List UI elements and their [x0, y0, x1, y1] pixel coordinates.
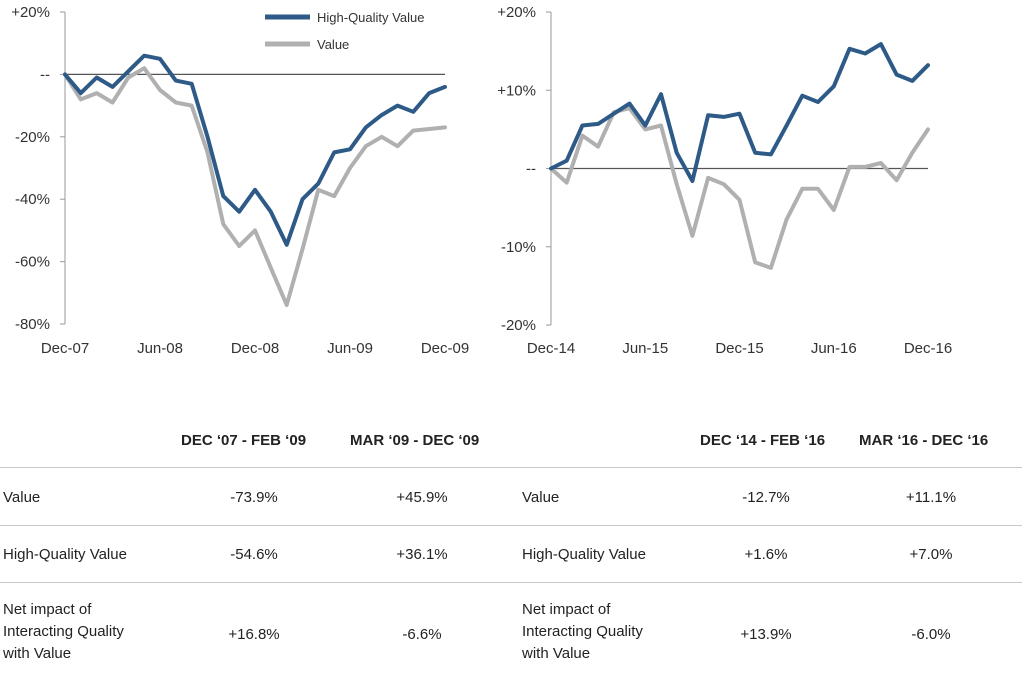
x-tick-label: Jun-15	[622, 340, 668, 357]
row-value: -6.0%	[911, 626, 951, 643]
y-tick-label: --	[40, 66, 50, 83]
row-label-line: Net impact of	[522, 601, 611, 618]
series-line-high-quality-value	[63, 53, 447, 247]
x-tick-label: Dec-14	[527, 340, 575, 357]
column-header-period-2: MAR ‘16 - DEC ‘16	[859, 432, 989, 449]
column-header-period-1: DEC ‘07 - FEB ‘09	[181, 432, 307, 449]
x-tick-label: Dec-07	[41, 340, 89, 357]
legend-label-high-quality-value: High-Quality Value	[317, 10, 424, 25]
row-value: -54.6%	[230, 546, 278, 563]
x-tick-label: Jun-08	[137, 340, 183, 357]
table-row: Value -12.7% +11.1%	[512, 467, 1022, 526]
column-header-period-1: DEC ‘14 - FEB ‘16	[700, 432, 826, 449]
y-tick-label: -20%	[501, 317, 536, 334]
column-header-period-2: MAR ‘09 - DEC ‘09	[350, 432, 480, 449]
row-label: Value	[3, 489, 41, 506]
y-tick-label: -10%	[501, 239, 536, 256]
x-tick-label: Jun-09	[327, 340, 373, 357]
series-line-value	[63, 66, 447, 307]
row-value: +11.1%	[905, 489, 957, 506]
y-tick-label: -40%	[15, 191, 50, 208]
charts-area: +20% -- -20% -40% -60% -80% Dec-07 Jun-08 Dec-08…	[11, 4, 952, 357]
summary-tables: DEC ‘07 - FEB ‘09 MAR ‘09 - DEC ‘09 Valu…	[0, 420, 1022, 675]
row-value: +36.1%	[396, 546, 448, 563]
y-tick-label: +20%	[11, 4, 50, 21]
row-label: Net impact of Interacting Quality with V…	[522, 599, 643, 665]
y-tick-label: -80%	[15, 316, 50, 333]
row-label: Value	[522, 489, 560, 506]
row-value: +7.0%	[909, 546, 953, 563]
table-row: High-Quality Value +1.6% +7.0%	[512, 525, 1022, 583]
row-label: High-Quality Value	[522, 546, 646, 563]
table-row: Net impact of Interacting Quality with V…	[512, 582, 1022, 676]
table-row: Value -73.9% +45.9%	[0, 467, 512, 526]
table-row: Net impact of Interacting Quality with V…	[0, 582, 512, 676]
row-value: -12.7%	[742, 489, 790, 506]
legend: High-Quality Value Value	[265, 10, 424, 52]
row-label-line: with Value	[3, 645, 72, 662]
legend-label-value: Value	[317, 37, 349, 52]
series-line-value	[549, 106, 930, 270]
x-tick-label: Dec-08	[231, 340, 279, 357]
series-line-high-quality-value	[549, 42, 930, 183]
row-label-line: Interacting Quality	[522, 623, 643, 640]
x-tick-label: Dec-16	[904, 340, 952, 357]
chart-2014-2016: +20% +10% -- -10% -20% Dec-14 Jun-15 Dec-15 Jun-…	[497, 4, 952, 357]
x-tick-label: Dec-09	[421, 340, 469, 357]
x-tick-label: Dec-15	[715, 340, 763, 357]
table-row: High-Quality Value -54.6% +36.1%	[0, 525, 512, 583]
row-label-line: Interacting Quality	[3, 623, 124, 640]
row-value: -73.9%	[230, 489, 278, 506]
y-tick-label: -20%	[15, 129, 50, 146]
chart-2007-2009: +20% -- -20% -40% -60% -80% Dec-07 Jun-08 Dec-08…	[11, 4, 469, 357]
row-value: +13.9%	[740, 626, 792, 643]
y-tick-label: +10%	[497, 82, 536, 99]
row-label-line: Net impact of	[3, 601, 92, 618]
row-label: Net impact of Interacting Quality with V…	[3, 599, 124, 665]
row-value: +1.6%	[744, 546, 788, 563]
y-tick-label: --	[526, 161, 536, 178]
row-value: +16.8%	[228, 626, 280, 643]
y-tick-label: +20%	[497, 4, 536, 21]
row-value: +45.9%	[396, 489, 448, 506]
x-tick-label: Jun-16	[811, 340, 857, 357]
row-label: High-Quality Value	[3, 546, 127, 563]
y-tick-label: -60%	[15, 254, 50, 271]
row-value: -6.6%	[402, 626, 442, 643]
row-label-line: with Value	[522, 645, 591, 662]
